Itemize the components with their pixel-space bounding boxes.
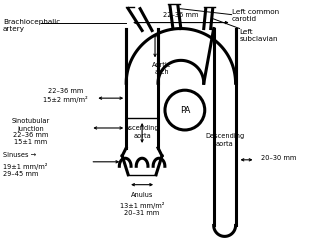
Text: 22–36 mm: 22–36 mm	[163, 12, 199, 18]
Text: Aortic
arch: Aortic arch	[152, 62, 172, 75]
Text: 13±1 mm/m²
20–31 mm: 13±1 mm/m² 20–31 mm	[120, 202, 164, 216]
Text: 20–30 mm: 20–30 mm	[261, 155, 297, 161]
Text: Left common
carotid: Left common carotid	[232, 9, 279, 22]
Text: 19±1 mm/m²
29–45 mm: 19±1 mm/m² 29–45 mm	[3, 163, 47, 177]
Text: PA: PA	[180, 106, 190, 115]
Text: Ascending
aorta: Ascending aorta	[125, 125, 159, 139]
Text: Sinuses →: Sinuses →	[3, 152, 36, 158]
Text: Descending
aorta: Descending aorta	[205, 133, 244, 147]
Text: Sinotubular
junction: Sinotubular junction	[12, 118, 50, 132]
Text: 22–36 mm
15±2 mm/m²: 22–36 mm 15±2 mm/m²	[43, 88, 88, 103]
Text: Brachiocephalic
artery: Brachiocephalic artery	[3, 19, 60, 32]
Text: Anulus: Anulus	[131, 192, 153, 198]
Text: 22–36 mm
15±1 mm: 22–36 mm 15±1 mm	[13, 132, 48, 145]
Text: Left
subclavian: Left subclavian	[240, 28, 278, 42]
